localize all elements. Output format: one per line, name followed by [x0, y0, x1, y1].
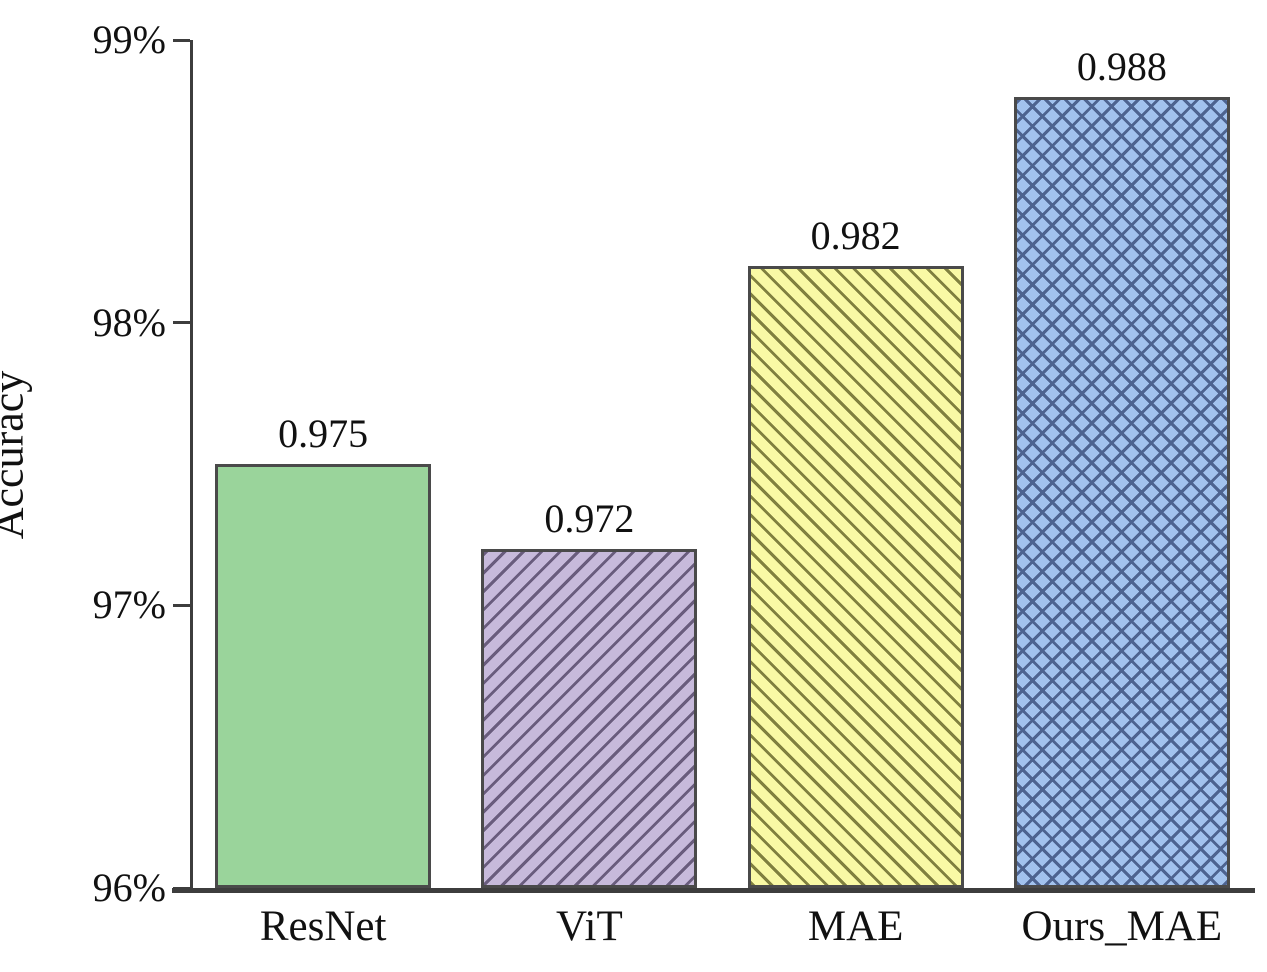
bar-value-vit: 0.972 [544, 495, 635, 541]
y-tick-label: 97% [92, 582, 166, 628]
bar-mae [747, 266, 964, 888]
x-label-mae: MAE [807, 903, 904, 950]
bar-resnet [215, 464, 432, 888]
y-tick-label: 98% [92, 299, 166, 345]
y-axis-title-text: Accuracy [0, 370, 33, 540]
y-axis-title: Accuracy [0, 371, 34, 540]
x-axis-spine [172, 888, 1255, 893]
bar-vit [481, 548, 698, 888]
plot-area: 99% 98% 97% 96% 0.975 0.972 0.982 0.988 [93, 17, 1255, 910]
y-tick-mark [173, 321, 190, 325]
y-axis-spine [190, 40, 193, 888]
y-tick-label: 96% [92, 865, 166, 910]
y-tick-mark [173, 886, 190, 890]
bar-group-resnet: 0.975 [215, 40, 432, 888]
y-tick-mark [173, 603, 190, 607]
bar-value-ours-mae: 0.988 [1076, 43, 1167, 89]
bar-group-mae: 0.982 [747, 40, 964, 888]
x-label-ours-mae: Ours_MAE [1021, 903, 1223, 950]
bar-value-mae: 0.982 [810, 213, 901, 259]
bar-group-vit: 0.972 [481, 40, 698, 888]
x-label-resnet: ResNet [259, 903, 387, 950]
bar-value-resnet: 0.975 [278, 411, 369, 456]
bar-group-ours-mae: 0.988 [1013, 40, 1230, 888]
x-label-vit: ViT [556, 903, 623, 950]
bar-ours-mae [1013, 96, 1230, 888]
y-tick-label: 99% [92, 17, 166, 62]
y-tick-mark [173, 38, 190, 42]
